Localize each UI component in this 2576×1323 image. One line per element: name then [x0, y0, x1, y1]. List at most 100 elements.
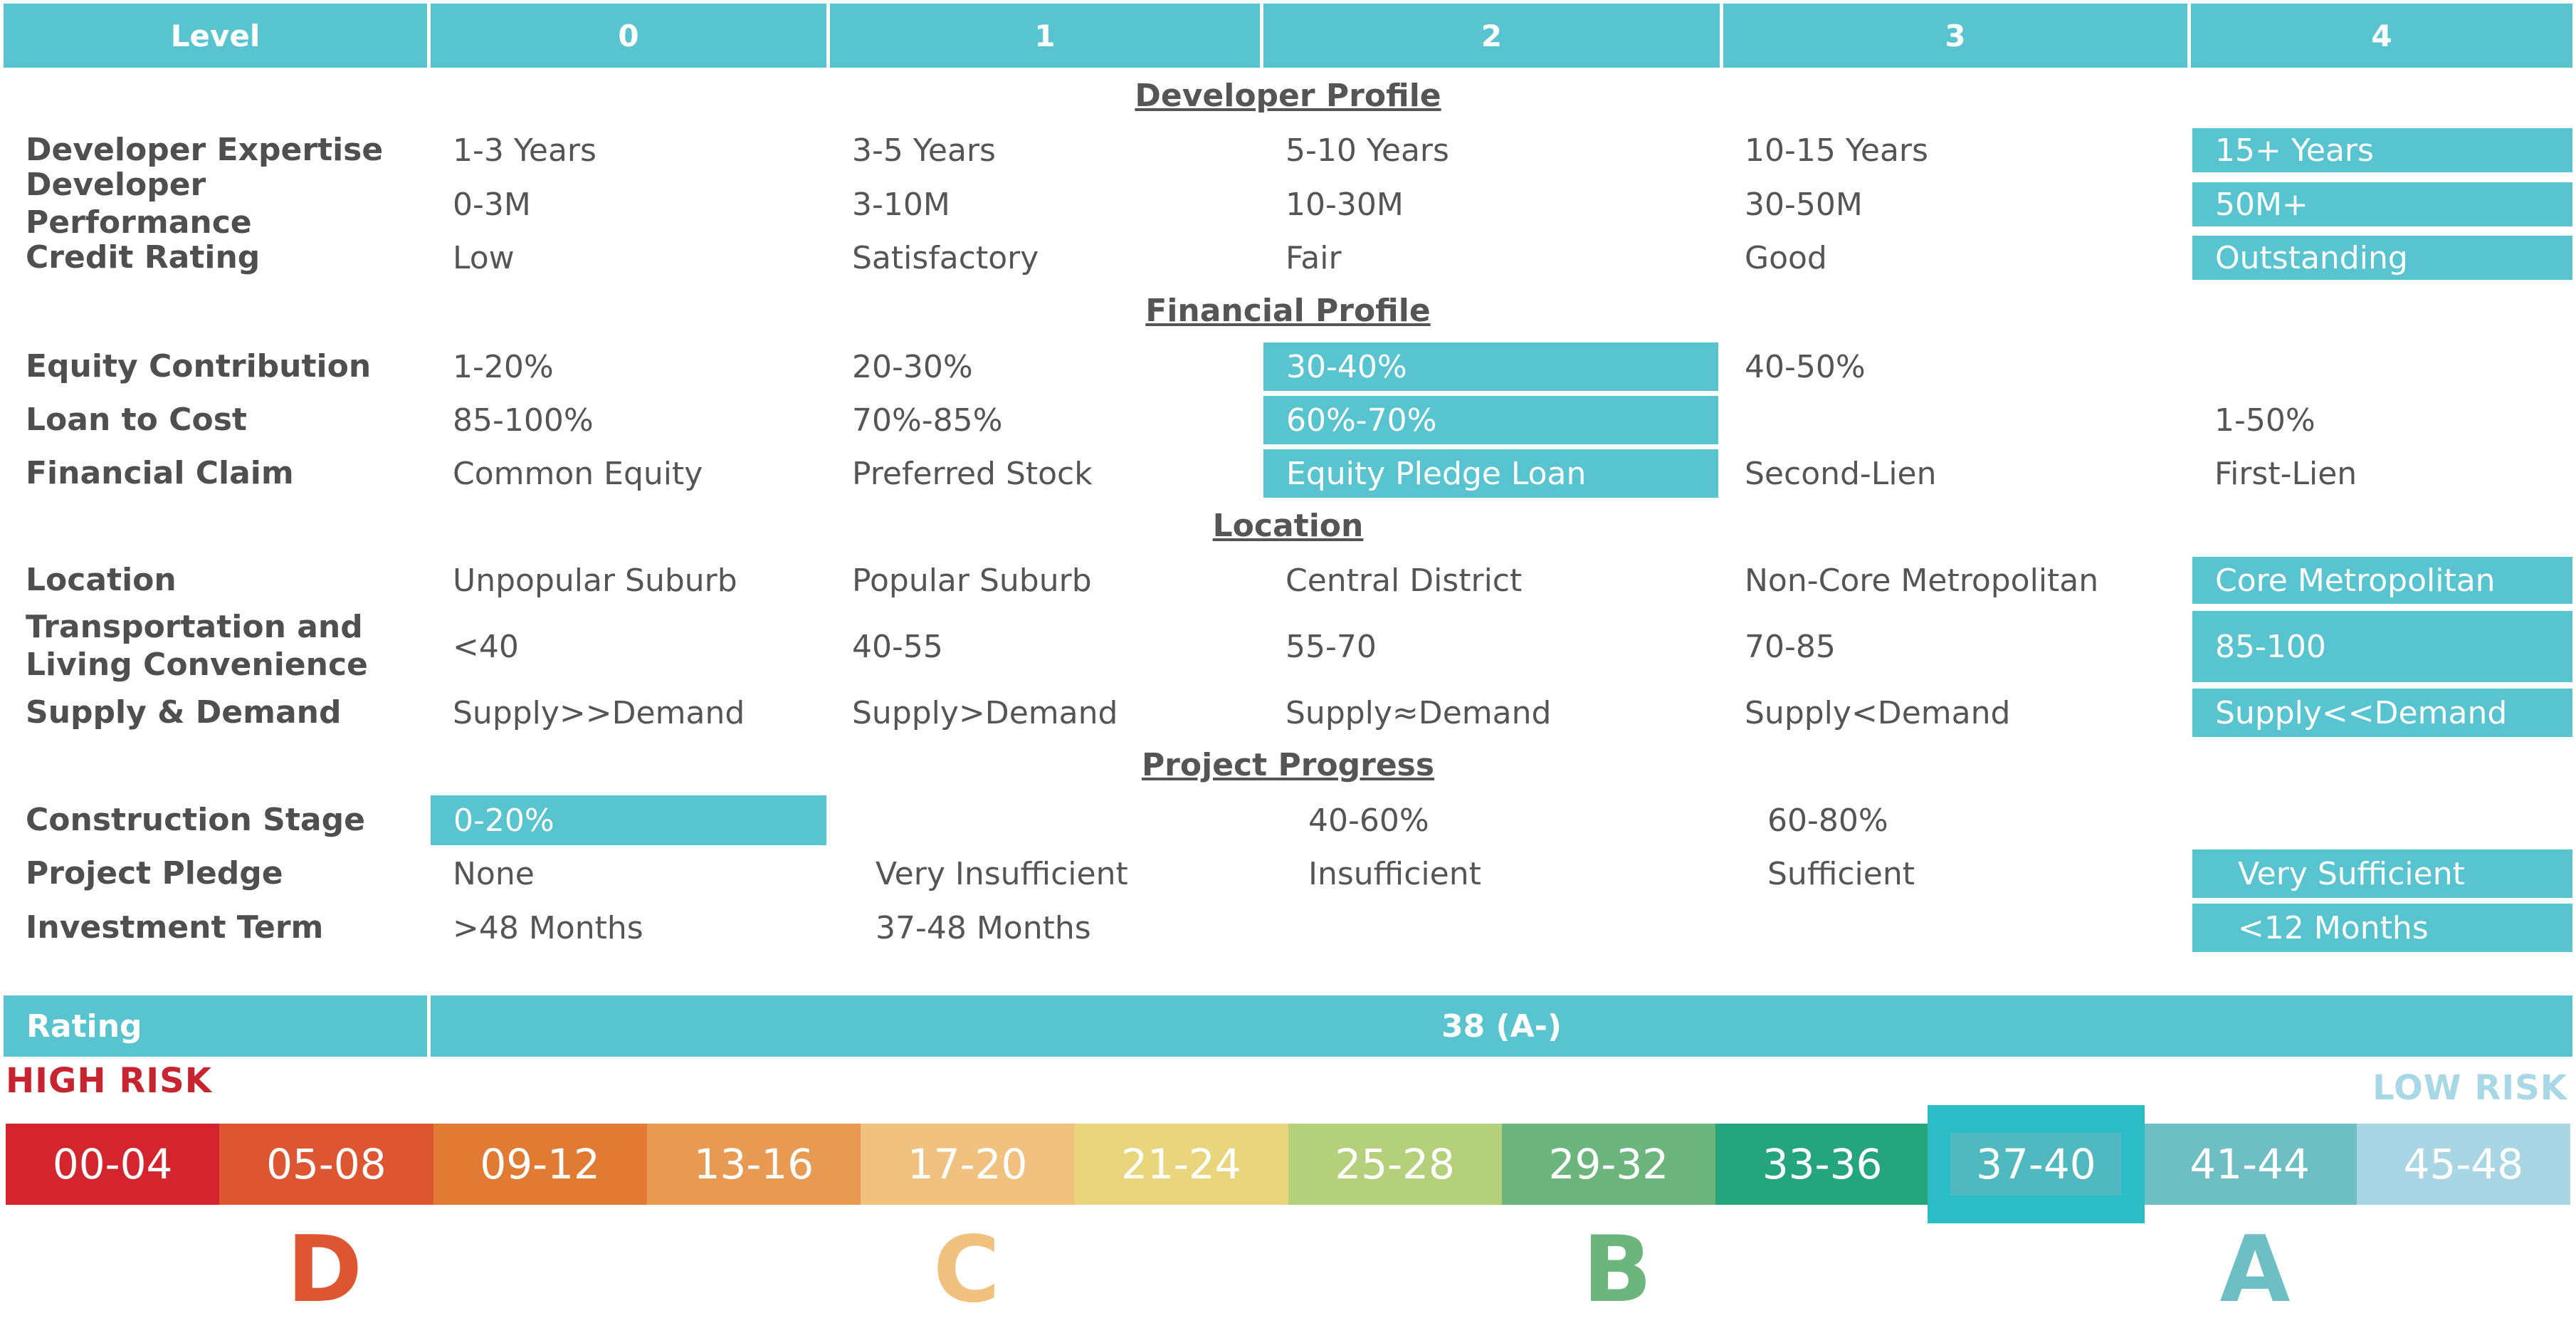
cell-construction-stage-3: 60-80%: [1767, 802, 1888, 839]
risk-segment-label: 09-12: [480, 1140, 600, 1188]
cell-project-pledge-0: None: [453, 855, 535, 892]
cell-developer-performance-4: 50M+: [2192, 182, 2572, 226]
risk-segment-00-04: 00-04: [6, 1124, 220, 1205]
risk-segment-45-48: 45-48: [2356, 1124, 2570, 1205]
risk-segment-29-32: 29-32: [1501, 1124, 1715, 1205]
cell-credit-rating-2: Fair: [1286, 239, 1342, 276]
risk-scale-bar: 00-04 05-08 09-12 13-16 17-20 21-24 25-28 29-32…: [6, 1105, 2570, 1223]
row-label-financial-claim: Financial Claim: [26, 454, 294, 491]
cell-financial-claim-0: Common Equity: [453, 455, 703, 492]
cell-financial-claim-4: First-Lien: [2214, 455, 2357, 492]
cell-transportation-0: <40: [453, 628, 519, 665]
row-label-credit-rating: Credit Rating: [26, 239, 261, 276]
cell-financial-claim-2: Equity Pledge Loan: [1263, 449, 1718, 498]
risk-segment-label: 41-44: [2189, 1140, 2310, 1188]
cell-project-pledge-1: Very Insufficient: [876, 855, 1128, 892]
cell-project-pledge-2: Insufficient: [1308, 855, 1481, 892]
risk-segment-37-40: 37-40: [1928, 1105, 2145, 1223]
cell-investment-term-0: >48 Months: [453, 909, 643, 946]
risk-segment-label: 17-20: [907, 1140, 1028, 1188]
cell-construction-stage-0: 0-20%: [431, 795, 826, 845]
risk-segment-label: 37-40: [1950, 1133, 2122, 1196]
cell-developer-performance-3: 30-50M: [1745, 186, 1863, 223]
cell-developer-performance-1: 3-10M: [852, 186, 950, 223]
header-level-2-label: 2: [1481, 18, 1503, 53]
cell-transportation-2: 55-70: [1286, 628, 1377, 665]
risk-segment-label: 00-04: [52, 1140, 173, 1188]
cell-supply-demand-4: Supply<<Demand: [2192, 689, 2572, 737]
header-level-1: 1: [830, 4, 1260, 68]
cell-developer-performance-2: 10-30M: [1286, 186, 1404, 223]
cell-developer-expertise-3: 10-15 Years: [1745, 132, 1928, 169]
row-label-project-pledge: Project Pledge: [26, 854, 283, 891]
cell-loan-to-cost-4: 1-50%: [2214, 402, 2315, 439]
section-location: Location: [1212, 508, 1364, 544]
row-label-construction-stage: Construction Stage: [26, 801, 365, 838]
row-label-developer-performance: Developer Performance: [26, 167, 252, 241]
header-level-4-label: 4: [2371, 18, 2392, 53]
cell-equity-contribution-0: 1-20%: [453, 348, 554, 385]
header-level-3: 3: [1723, 4, 2187, 68]
cell-developer-expertise-2: 5-10 Years: [1286, 132, 1449, 169]
cell-developer-expertise-1: 3-5 Years: [852, 132, 996, 169]
row-label-equity-contribution: Equity Contribution: [26, 347, 372, 385]
cell-credit-rating-4: Outstanding: [2192, 236, 2572, 280]
cell-investment-term-1: 37-48 Months: [876, 909, 1091, 946]
grade-c: C: [933, 1217, 1000, 1323]
cell-project-pledge-4: Very Sufficient: [2192, 849, 2572, 898]
cell-equity-contribution-3: 40-50%: [1745, 348, 1866, 385]
cell-location-3: Non-Core Metropolitan: [1745, 562, 2099, 599]
rating-value: 38 (A-): [1441, 1008, 1562, 1045]
cell-supply-demand-1: Supply>Demand: [852, 694, 1118, 731]
cell-investment-term-4: <12 Months: [2192, 904, 2572, 952]
risk-segment-17-20: 17-20: [861, 1124, 1075, 1205]
cell-financial-claim-1: Preferred Stock: [852, 455, 1093, 492]
low-risk-label: LOW RISK: [2372, 1068, 2567, 1108]
header-level-2: 2: [1263, 4, 1720, 68]
row-label-transportation: Transportation and Living Convenience: [26, 608, 424, 685]
row-label-supply-demand: Supply & Demand: [26, 694, 342, 731]
risk-segment-21-24: 21-24: [1074, 1124, 1288, 1205]
header-level-4: 4: [2191, 4, 2572, 68]
risk-segment-label: 05-08: [266, 1140, 387, 1188]
cell-location-0: Unpopular Suburb: [453, 562, 737, 599]
cell-loan-to-cost-2: 60%-70%: [1263, 396, 1718, 444]
rating-label: Rating: [26, 1008, 142, 1045]
cell-financial-claim-3: Second-Lien: [1745, 455, 1937, 492]
cell-credit-rating-1: Satisfactory: [852, 239, 1039, 276]
risk-segment-label: 21-24: [1121, 1140, 1241, 1188]
cell-location-2: Central District: [1286, 562, 1523, 599]
row-label-loan-to-cost: Loan to Cost: [26, 401, 247, 438]
high-risk-label: HIGH RISK: [6, 1061, 212, 1101]
cell-location-4: Core Metropolitan: [2192, 557, 2572, 604]
rating-value-cell: 38 (A-): [431, 995, 2572, 1057]
risk-segment-13-16: 13-16: [646, 1124, 861, 1205]
row-label-transportation-line2: Living Convenience: [26, 647, 368, 683]
risk-segment-33-36: 33-36: [1715, 1124, 1930, 1205]
row-label-location: Location: [26, 561, 177, 598]
row-label-developer-expertise: Developer Expertise: [26, 131, 384, 168]
cell-transportation-3: 70-85: [1745, 628, 1836, 665]
row-label-investment-term: Investment Term: [26, 909, 324, 946]
grade-b: B: [1582, 1217, 1652, 1323]
row-label-transportation-line1: Transportation and: [26, 609, 363, 646]
header-level-0-label: 0: [618, 18, 639, 53]
header-level-3-label: 3: [1945, 18, 1966, 53]
cell-developer-expertise-4: 15+ Years: [2192, 128, 2572, 172]
grade-d: D: [286, 1217, 363, 1323]
cell-loan-to-cost-1: 70%-85%: [852, 402, 1003, 439]
cell-equity-contribution-1: 20-30%: [852, 348, 973, 385]
cell-developer-expertise-0: 1-3 Years: [453, 132, 596, 169]
cell-equity-contribution-2: 30-40%: [1263, 342, 1718, 391]
grade-a: A: [2219, 1217, 2291, 1323]
section-financial-profile: Financial Profile: [1145, 293, 1431, 329]
risk-segment-25-28: 25-28: [1288, 1124, 1502, 1205]
cell-project-pledge-3: Sufficient: [1767, 855, 1915, 892]
cell-transportation-1: 40-55: [852, 628, 943, 665]
cell-credit-rating-0: Low: [453, 239, 515, 276]
risk-segment-label: 33-36: [1762, 1140, 1883, 1188]
risk-segment-05-08: 05-08: [219, 1124, 433, 1205]
risk-segment-label: 13-16: [693, 1140, 814, 1188]
cell-supply-demand-0: Supply>>Demand: [453, 694, 745, 731]
cell-transportation-4: 85-100: [2192, 611, 2572, 682]
